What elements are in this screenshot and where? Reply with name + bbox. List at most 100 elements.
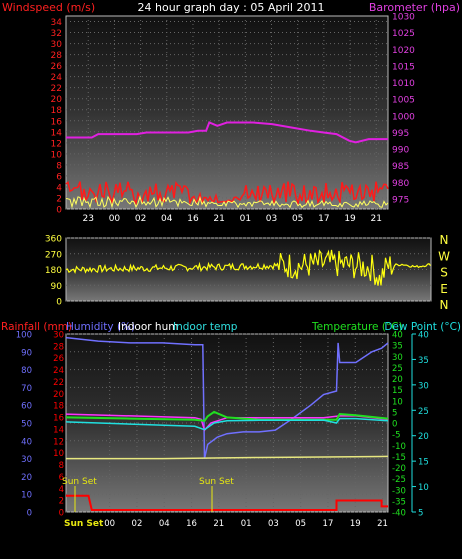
rainfall-tick-label: 4	[59, 485, 64, 495]
indoor-hum-label: Indoor hum	[118, 321, 178, 333]
rainfall-tick-label: 16	[53, 414, 64, 424]
indoor-temp-label: Indoor temp	[173, 321, 238, 333]
compass-label: N	[440, 233, 449, 247]
barometer-tick-label: 1000	[392, 112, 415, 122]
x-tick-label: 23	[83, 214, 94, 224]
rainfall-tick-label: 0	[59, 509, 64, 519]
direction-tick-label: 90	[51, 282, 63, 292]
windspeed-tick-label: 6	[56, 172, 62, 182]
windspeed-tick-label: 4	[56, 183, 62, 193]
x-tick-label: 16	[187, 214, 199, 224]
rainfall-tick-label: 30	[53, 331, 64, 341]
humidity-tick-label: 50	[21, 420, 32, 430]
barometer-tick-label: 975	[392, 196, 409, 206]
barometer-tick-label: 990	[392, 146, 409, 156]
x-tick-label: 00	[109, 214, 121, 224]
barometer-tick-label: 985	[392, 162, 409, 172]
x-tick-label: 05	[295, 519, 306, 529]
barometer-tick-label: 980	[392, 179, 409, 189]
x-tick-label: 05	[292, 214, 303, 224]
rainfall-tick-label: 24	[53, 366, 64, 376]
x-tick-label: 21	[213, 214, 224, 224]
chart-title: 24 hour graph day : 05 April 2011	[138, 1, 325, 14]
rainfall-tick-label: 6	[59, 473, 64, 483]
temperature-tick-label: -15	[392, 453, 406, 463]
temperature-axis-label: Temperature (°C)	[311, 321, 403, 333]
windspeed-tick-label: 10	[51, 150, 63, 160]
rainfall-tick-label: 10	[53, 449, 64, 459]
rainfall-tick-label: 26	[53, 354, 64, 364]
humidity-tick-label: 60	[21, 402, 32, 412]
rainfall-tick-label: 14	[53, 425, 64, 435]
humidity-tick-label: 30	[21, 455, 32, 465]
humidity-line	[65, 336, 389, 459]
humidity-tick-label: 90	[21, 348, 32, 358]
temperature-tick-label: 35	[392, 342, 403, 352]
x-tick-label: 03	[268, 519, 279, 529]
direction-tick-label: 360	[45, 235, 62, 245]
gust-line	[65, 195, 389, 209]
x-tick-label: 19	[344, 214, 356, 224]
x-tick-label: 01	[240, 214, 251, 224]
rainfall-tick-label: 28	[53, 342, 64, 352]
barometer-tick-label: 1030	[392, 13, 415, 23]
wind-direction-series	[65, 249, 431, 286]
humidity-tick-label: 80	[21, 366, 32, 376]
x-tick-label: 17	[318, 214, 329, 224]
x-tick-label: 19	[350, 519, 361, 529]
yellow-line	[66, 455, 389, 460]
dewpoint-tick-label: 15	[418, 458, 429, 468]
windspeed-tick-label: 2	[56, 194, 62, 204]
compass-label: E	[440, 282, 448, 296]
rainfall-tick-label: 2	[59, 497, 64, 507]
direction-line	[65, 249, 431, 286]
dewpoint-tick-label: 10	[418, 483, 429, 493]
rainfall-axis-label: Rainfall (mm)	[1, 321, 72, 333]
sunset-annotation-2: Sun Set	[199, 477, 234, 487]
humidity-tick-label: 10	[21, 491, 32, 501]
barometer-tick-label: 1015	[392, 62, 415, 72]
dewpoint-line	[65, 417, 389, 431]
barometer-tick-label: 1005	[392, 96, 415, 106]
windspeed-tick-label: 26	[51, 62, 63, 72]
humidity-tick-label: 0	[27, 509, 32, 519]
dewpoint-tick-label: 20	[418, 432, 429, 442]
x-tick-label: 01	[241, 519, 252, 529]
rainfall-tick-label: 8	[59, 461, 64, 471]
dewpoint-tick-label: 35	[418, 356, 429, 366]
x-tick-label: 04	[159, 519, 170, 529]
x-tick-label: 02	[135, 214, 146, 224]
windspeed-tick-label: 20	[51, 95, 63, 105]
temperature-tick-label: 25	[392, 364, 403, 374]
temperature-tick-label: 0	[392, 420, 397, 430]
windspeed-tick-label: 8	[56, 161, 62, 171]
windspeed-tick-label: 34	[51, 18, 63, 28]
barometer-tick-label: 1025	[392, 29, 415, 39]
x-tick-label: 00	[104, 519, 115, 529]
windspeed-axis-label: Windspeed (m/s)	[2, 1, 95, 14]
sunset-annotation-3: Sun Set	[64, 519, 104, 529]
barometer-tick-label: 1010	[392, 79, 415, 89]
x-tick-label: 04	[161, 214, 173, 224]
temperature-tick-label: -25	[392, 475, 406, 485]
windspeed-tick-label: 32	[51, 29, 62, 39]
x-tick-label: 17	[323, 519, 334, 529]
x-tick-label: 03	[266, 214, 277, 224]
temperature-tick-label: 20	[392, 375, 403, 385]
temperature-tick-label: 5	[392, 408, 397, 418]
windspeed-tick-label: 0	[56, 206, 62, 216]
windspeed-tick-label: 14	[51, 128, 63, 138]
windspeed-tick-label: 28	[51, 51, 63, 61]
barometer-series	[66, 121, 388, 144]
temperature-tick-label: 30	[392, 353, 403, 363]
x-tick-label: 21	[370, 214, 381, 224]
temperature-tick-label: -10	[392, 442, 406, 452]
humidity-tick-label: 40	[21, 437, 32, 447]
rainfall-tick-label: 12	[53, 437, 64, 447]
gust-series	[65, 195, 389, 209]
direction-tick-label: 0	[56, 298, 62, 308]
windspeed-tick-label: 12	[51, 139, 62, 149]
windspeed-series	[65, 180, 389, 207]
wind-baro-panel	[65, 15, 389, 210]
